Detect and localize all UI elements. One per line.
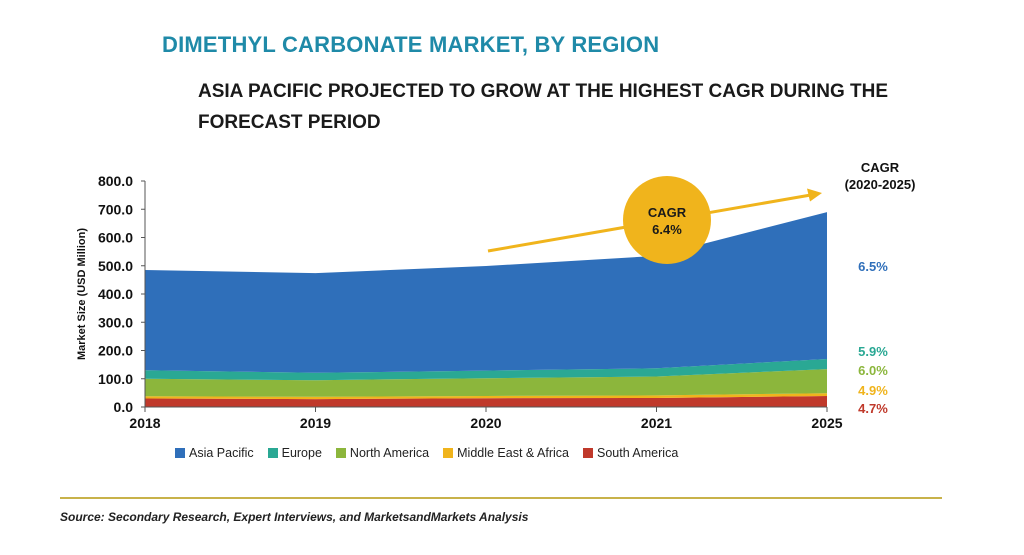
y-tick-label: 300.0 — [98, 314, 133, 330]
footer-divider — [60, 497, 942, 499]
chart-subtitle: ASIA PACIFIC PROJECTED TO GROW AT THE HI… — [198, 81, 889, 133]
legend-item-europe: Europe — [267, 446, 322, 460]
cagr-label-europe: 5.9% — [858, 344, 888, 359]
legend-swatch — [175, 448, 185, 458]
chart-legend: Asia Pacific Europe North America Middle Ea… — [175, 446, 678, 460]
y-tick-label: 200.0 — [98, 343, 133, 359]
y-tick-label: 500.0 — [98, 258, 133, 274]
legend-label: North America — [349, 446, 430, 460]
legend-label: Europe — [281, 446, 322, 460]
legend-swatch — [335, 448, 346, 458]
y-tick-label: 100.0 — [98, 371, 133, 387]
legend-item-north-america: North America — [335, 446, 430, 460]
area-north-america — [145, 369, 827, 397]
area-south-america — [145, 396, 827, 407]
area-europe — [145, 359, 827, 381]
legend-swatch — [582, 448, 593, 458]
x-tick-label: 2018 — [129, 415, 160, 431]
source-note: Source: Secondary Research, Expert Inter… — [60, 510, 529, 524]
stacked-area-chart: 0.0 100.0 200.0 300.0 400.0 500.0 600.0 700.0 80… — [76, 160, 916, 431]
x-tick-label: 2019 — [300, 415, 331, 431]
legend-item-asia-pacific: Asia Pacific — [175, 446, 254, 460]
x-tick-label: 2020 — [470, 415, 501, 431]
y-tick-label: 400.0 — [98, 286, 133, 302]
legend-swatch — [267, 448, 278, 458]
y-tick-label: 800.0 — [98, 173, 133, 189]
cagr-label-north-america: 6.0% — [858, 363, 888, 378]
area-asia-pacific — [145, 212, 827, 373]
cagr-period: (2020-2025) — [845, 177, 916, 192]
x-tick-label: 2021 — [641, 415, 672, 431]
cagr-label-middle-east-africa: 4.9% — [858, 383, 888, 398]
y-tick-label: 600.0 — [98, 230, 133, 246]
y-tick-label: 0.0 — [114, 399, 134, 415]
cagr-header: CAGR — [861, 160, 900, 175]
chart-title: DIMETHYL CARBONATE MARKET, BY REGION — [162, 32, 660, 57]
legend-label: South America — [596, 446, 679, 460]
x-tick-label: 2025 — [811, 415, 842, 431]
y-axis-label: Market Size (USD Million) — [76, 228, 88, 360]
cagr-label-south-america: 4.7% — [858, 401, 888, 416]
legend-swatch — [443, 448, 454, 458]
growth-arrow-head — [807, 188, 822, 202]
legend-label: Asia Pacific — [189, 446, 254, 460]
legend-label: Middle East & Africa — [457, 446, 569, 460]
cagr-label-asia-pacific: 6.5% — [858, 259, 888, 274]
overall-cagr-bubble — [623, 176, 711, 264]
area-middle-east-africa — [145, 393, 827, 400]
legend-item-middle-east-africa: Middle East & Africa — [443, 446, 569, 460]
y-tick-label: 700.0 — [98, 201, 133, 217]
overall-cagr-value: 6.4% — [652, 222, 682, 237]
overall-cagr-label: CAGR — [648, 205, 687, 220]
legend-item-south-america: South America — [582, 446, 679, 460]
